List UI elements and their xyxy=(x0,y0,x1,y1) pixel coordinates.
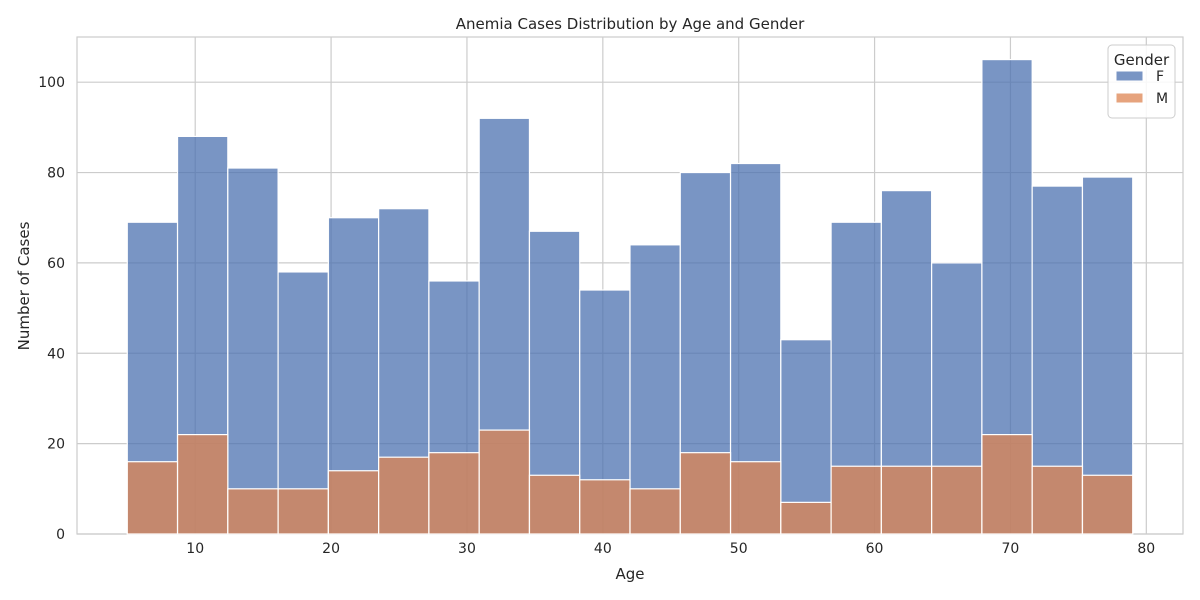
y-tick-label-2: 40 xyxy=(47,346,65,362)
y-tick-label-0: 0 xyxy=(56,527,65,543)
bar-M-5 xyxy=(378,456,430,535)
x-tick-label-7: 80 xyxy=(1137,541,1155,557)
bar-M-3 xyxy=(277,488,329,535)
y-axis-title: Number of Cases xyxy=(15,221,33,350)
bar-F-19 xyxy=(1081,176,1134,535)
bar-M-10 xyxy=(629,488,681,535)
legend-title: Gender xyxy=(1114,51,1170,69)
bar-M-17 xyxy=(981,434,1033,535)
x-tick-labels: 10 20 30 40 50 60 70 80 xyxy=(186,541,1155,557)
bar-M-7 xyxy=(478,429,531,535)
x-tick-label-1: 20 xyxy=(322,541,340,557)
y-tick-label-5: 100 xyxy=(38,75,65,91)
bar-M-13 xyxy=(780,501,832,535)
bar-M-9 xyxy=(579,479,631,535)
x-tick-label-2: 30 xyxy=(458,541,476,557)
y-tick-label-3: 60 xyxy=(47,256,65,272)
bar-F-2 xyxy=(227,167,279,535)
legend-label-F: F xyxy=(1156,69,1164,85)
bar-M-6 xyxy=(428,452,480,535)
bar-M-2 xyxy=(227,488,279,535)
y-tick-label-4: 80 xyxy=(47,166,65,182)
bar-F-13 xyxy=(780,339,832,535)
bars-group xyxy=(126,58,1134,535)
bar-M-19 xyxy=(1081,474,1134,535)
x-axis-title: Age xyxy=(615,565,644,583)
legend-label-M: M xyxy=(1156,91,1168,107)
chart-title: Anemia Cases Distribution by Age and Gen… xyxy=(456,15,805,33)
bar-M-18 xyxy=(1031,465,1084,535)
legend-swatch-F xyxy=(1115,70,1144,82)
y-tick-labels: 0 20 40 60 80 100 xyxy=(38,75,65,543)
bar-F-10 xyxy=(629,244,681,535)
bar-M-15 xyxy=(880,465,933,535)
y-tick-label-1: 20 xyxy=(47,437,65,453)
bar-M-8 xyxy=(528,474,581,535)
bar-M-14 xyxy=(830,465,882,535)
x-tick-label-0: 10 xyxy=(186,541,204,557)
x-tick-label-6: 70 xyxy=(1002,541,1020,557)
bar-M-0 xyxy=(126,461,179,535)
x-tick-label-4: 50 xyxy=(730,541,748,557)
legend-swatch-M xyxy=(1115,92,1144,104)
x-tick-label-5: 60 xyxy=(866,541,884,557)
x-tick-label-3: 40 xyxy=(594,541,612,557)
bar-M-16 xyxy=(931,465,983,535)
bar-M-1 xyxy=(176,434,229,535)
bar-M-12 xyxy=(729,461,782,535)
bar-M-11 xyxy=(679,452,732,535)
bar-M-4 xyxy=(327,470,380,535)
